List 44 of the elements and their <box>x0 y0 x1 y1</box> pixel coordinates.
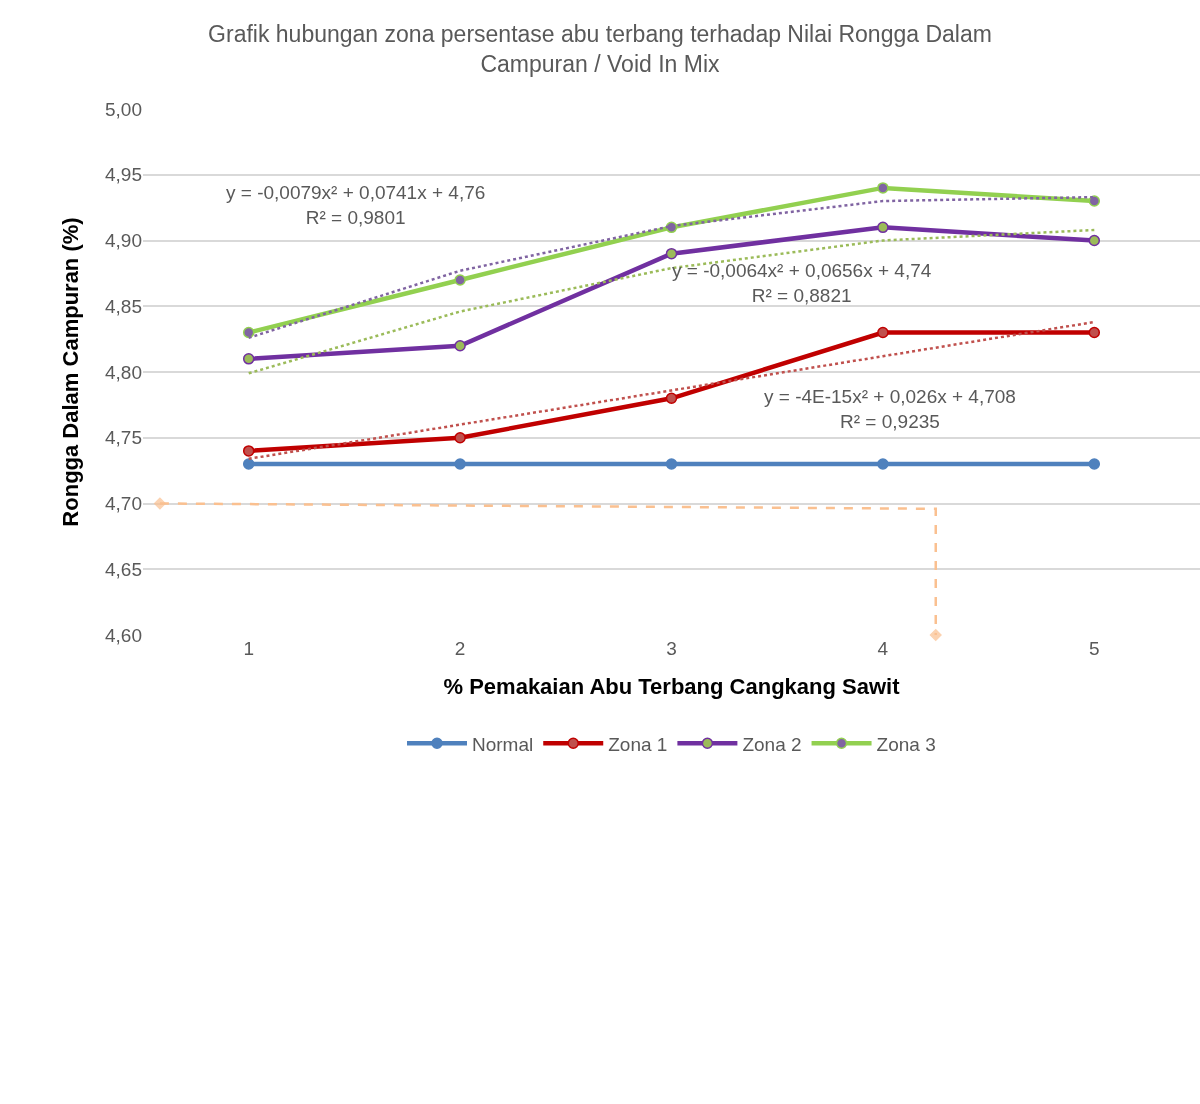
point <box>242 326 255 339</box>
y-tick-label: 4,75 <box>105 427 142 449</box>
point <box>665 458 678 470</box>
annotation: y = -4E-15x² + 0,026x + 4,708 R² = 0,9235 <box>764 386 1016 432</box>
legend-label: Zona 3 <box>876 733 936 755</box>
x-axis-title: % Pemakaian Abu Terbang Cangkang Sawit <box>443 673 901 699</box>
point <box>242 353 255 365</box>
x-tick-label: 2 <box>454 638 466 659</box>
point <box>929 629 942 641</box>
point <box>1088 458 1101 470</box>
y-tick-label: 4,70 <box>105 493 142 515</box>
y-tick-label: 4,90 <box>105 230 142 252</box>
point <box>153 497 166 510</box>
annotation: y = -0,0079x² + 0,0741x + 4,76 R² = 0,9801 <box>226 182 486 228</box>
legend-label: Normal <box>472 733 534 755</box>
y-tick-label: 4,95 <box>105 164 142 186</box>
x-tick-label: 3 <box>666 638 677 659</box>
point <box>877 458 889 470</box>
point <box>454 274 466 286</box>
point <box>454 432 466 444</box>
y-tick-label: 4,80 <box>105 361 142 383</box>
point <box>242 458 255 470</box>
legend-label: Zona 1 <box>608 733 668 755</box>
point <box>1088 195 1101 207</box>
y-tick-label: 4,60 <box>105 624 142 646</box>
point <box>665 247 678 260</box>
point <box>1088 326 1101 339</box>
point <box>454 339 466 352</box>
chart-title: Grafik hubungan zona persentase abu terbang terhadap Nilai Rongga Dalam Campuran / Void In Mix <box>208 20 992 77</box>
y-tick-label: 5,00 <box>105 98 142 120</box>
point <box>665 392 678 405</box>
x-tick-label: 1 <box>243 638 254 659</box>
point <box>454 458 466 470</box>
y-tick-label: 4,85 <box>105 295 142 317</box>
x-tick-label: 4 <box>877 638 889 659</box>
point <box>242 445 255 457</box>
point <box>877 182 889 194</box>
y-axis-title: Rongga Dalam Campuran (%) <box>57 217 83 527</box>
point <box>877 221 889 234</box>
legend-label: Zona 2 <box>742 733 802 755</box>
x-tick-label: 5 <box>1089 638 1100 659</box>
point <box>877 326 889 339</box>
y-tick-label: 4,65 <box>105 558 142 580</box>
point <box>1088 234 1101 247</box>
